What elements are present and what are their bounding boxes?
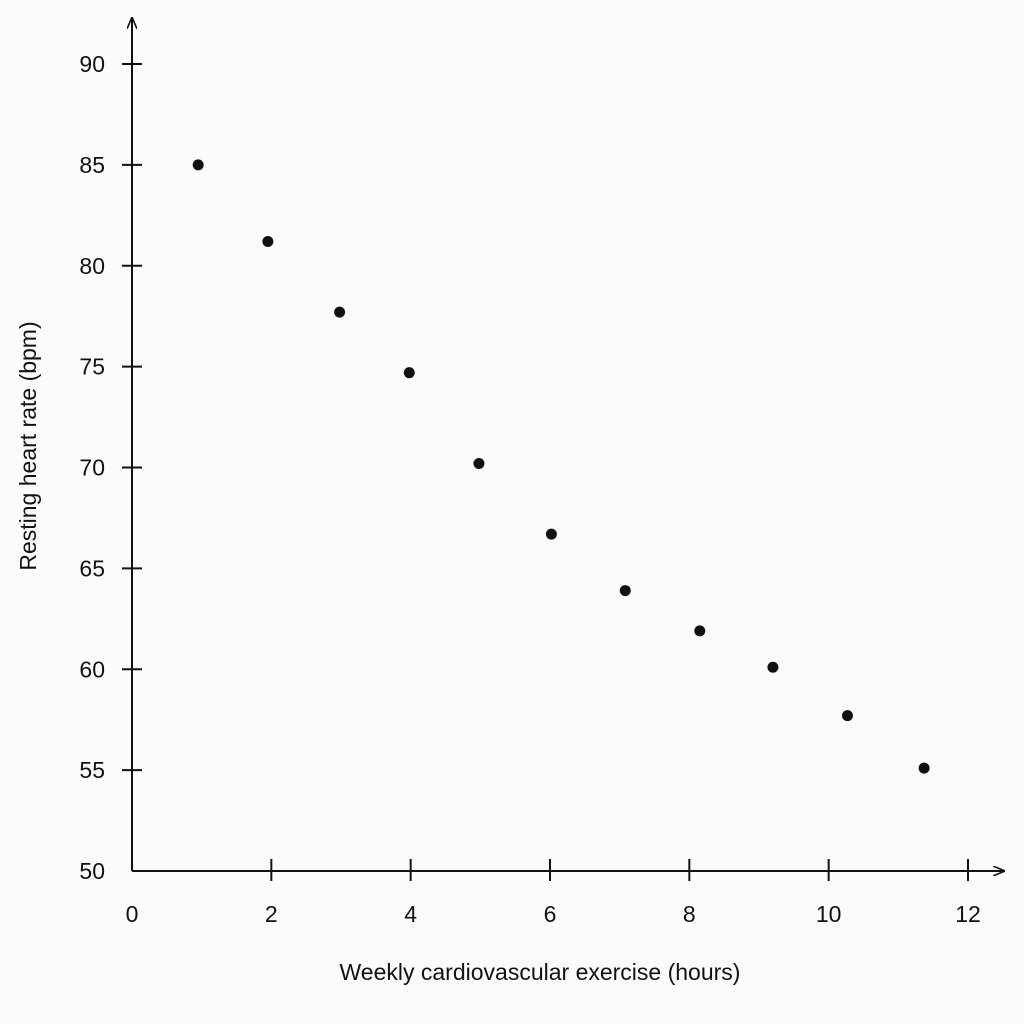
data-point [403,367,415,379]
x-tick-label: 6 [544,901,557,927]
data-point [262,236,274,248]
data-point [192,159,204,171]
data-points [192,159,930,774]
y-tick-label: 75 [79,354,105,380]
x-axis-ticks: 0 2 4 6 8 10 12 [126,859,981,927]
y-tick-label: 50 [79,858,105,884]
y-tick-label: 60 [79,656,105,682]
data-point [545,528,557,540]
x-tick-label: 12 [955,901,981,927]
y-tick-label: 85 [79,152,105,178]
x-tick-label: 10 [816,901,842,927]
y-tick-label: 90 [79,51,105,77]
y-tick-label: 70 [79,455,105,481]
x-tick-label: 0 [126,901,139,927]
y-axis-title: Resting heart rate (bpm) [15,321,41,570]
data-point [694,625,706,637]
data-point [918,762,930,774]
y-axis-ticks: 50 55 60 65 70 75 80 85 90 [79,51,142,884]
x-tick-label: 2 [265,901,278,927]
y-tick-label: 65 [79,555,105,581]
data-point [334,306,346,318]
x-axis-title: Weekly cardiovascular exercise (hours) [340,959,741,985]
y-tick-label: 80 [79,253,105,279]
data-point [767,661,779,673]
data-point [619,585,631,597]
y-tick-label: 55 [79,757,105,783]
data-point [841,710,853,722]
x-tick-label: 8 [683,901,696,927]
x-tick-label: 4 [404,901,417,927]
data-point [473,457,485,469]
